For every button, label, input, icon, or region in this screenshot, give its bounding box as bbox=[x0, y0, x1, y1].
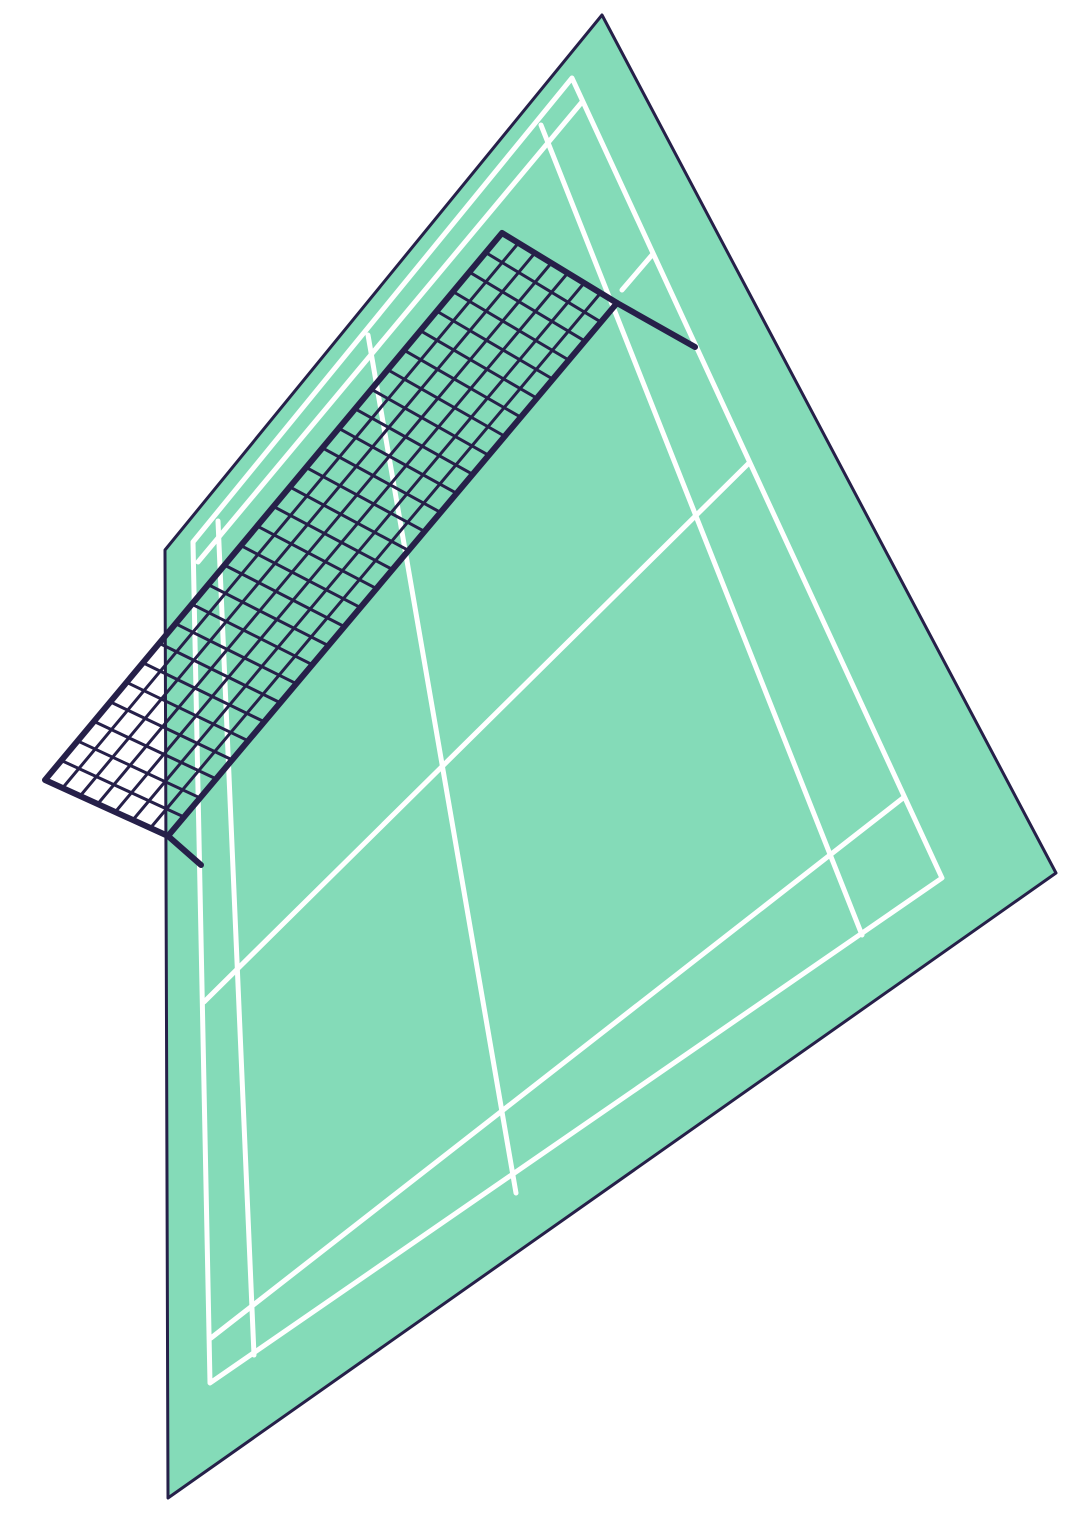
long-service-line-near bbox=[208, 795, 906, 1341]
singles-sideline-left bbox=[215, 518, 257, 1358]
net-mesh-strand bbox=[239, 544, 362, 610]
court-lines bbox=[190, 75, 945, 1386]
net-mesh-strand bbox=[190, 602, 314, 667]
net-mesh-strand bbox=[451, 290, 571, 362]
net-mesh-strand bbox=[148, 291, 603, 830]
net-mesh-strand bbox=[96, 261, 553, 806]
net-mesh-strand bbox=[174, 622, 298, 686]
net-mesh bbox=[59, 241, 603, 830]
net-mesh-strand bbox=[484, 251, 603, 324]
short-service-line-near bbox=[365, 332, 519, 1196]
net-mesh-strand bbox=[272, 505, 394, 571]
short-service-line-far bbox=[201, 460, 752, 1005]
net-mesh-strand bbox=[131, 281, 586, 822]
net-mesh-strand bbox=[92, 719, 218, 781]
net-mesh-strand bbox=[304, 465, 427, 533]
net-post-right bbox=[614, 300, 698, 350]
net-mesh-strand bbox=[467, 270, 587, 343]
net-mesh-strand bbox=[206, 583, 330, 648]
net-mesh-strand bbox=[157, 641, 282, 705]
net-mesh-strand bbox=[59, 758, 186, 819]
net-mesh-strand bbox=[353, 407, 475, 476]
net bbox=[42, 230, 698, 868]
net-mesh-strand bbox=[386, 368, 507, 438]
singles-sideline-right bbox=[538, 122, 865, 938]
extra-line bbox=[619, 252, 655, 293]
net-mesh-strand bbox=[61, 241, 520, 790]
court-outer-boundary bbox=[190, 75, 945, 1386]
net-mesh-strand bbox=[418, 329, 539, 400]
net-mesh-strand bbox=[255, 524, 378, 591]
net-mesh-strand bbox=[108, 700, 234, 762]
net-mesh-strand bbox=[113, 271, 570, 814]
net-post-left bbox=[165, 833, 204, 868]
net-mesh-strand bbox=[320, 446, 443, 514]
net-mesh-strand bbox=[288, 485, 411, 552]
long-service-line-far bbox=[195, 99, 585, 565]
net-mesh-strand bbox=[78, 251, 537, 798]
net-mesh-strand bbox=[369, 387, 491, 457]
net-mesh-strand bbox=[337, 426, 459, 495]
net-mesh-strand bbox=[223, 563, 346, 629]
net-mesh-strand bbox=[402, 348, 523, 419]
court-surface bbox=[163, 13, 1058, 1500]
net-mesh-strand bbox=[125, 680, 250, 743]
net-mesh-strand bbox=[76, 739, 202, 800]
net-mesh-strand bbox=[435, 309, 555, 381]
net-mesh-strand bbox=[141, 661, 266, 724]
